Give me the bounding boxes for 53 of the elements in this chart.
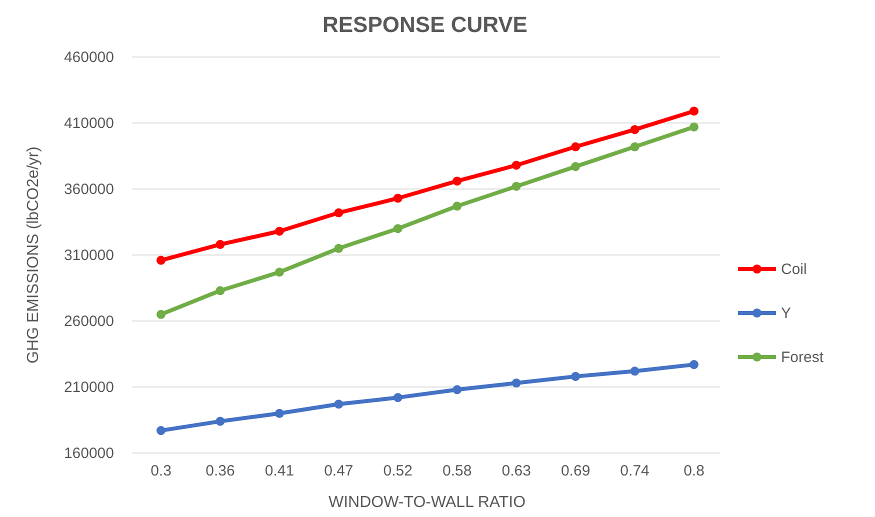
x-tick-label: 0.47 <box>324 462 354 480</box>
point <box>156 426 166 436</box>
point <box>393 194 402 203</box>
x-tick-label: 0.36 <box>206 462 235 480</box>
point <box>274 268 284 277</box>
point <box>452 385 462 394</box>
point <box>452 176 462 186</box>
point <box>274 408 284 418</box>
legend-label: Y <box>781 305 792 322</box>
point <box>216 416 225 426</box>
x-tick-label: 0.69 <box>560 462 590 480</box>
legend-label: Coil <box>781 261 807 278</box>
point <box>571 142 580 152</box>
point <box>512 182 521 191</box>
y-tick-label: 460000 <box>64 48 114 66</box>
point <box>512 160 521 170</box>
point <box>630 142 640 152</box>
x-tick-label: 0.74 <box>620 462 650 480</box>
point <box>689 122 699 132</box>
point <box>393 393 402 402</box>
point <box>393 224 402 234</box>
point <box>216 240 225 249</box>
point <box>156 256 166 265</box>
point <box>156 310 166 319</box>
y-axis-title: GHG EMISSIONS (lbCO2e/yr) <box>25 146 42 364</box>
y-tick-label: 360000 <box>64 180 114 198</box>
y-tick-label: 160000 <box>64 444 114 462</box>
y-tick-label: 410000 <box>64 114 114 132</box>
point <box>689 106 699 116</box>
legend-label: Forest <box>781 349 824 366</box>
x-tick-label: 0.58 <box>442 462 472 480</box>
point <box>334 208 344 218</box>
y-tick-label: 210000 <box>64 378 114 396</box>
chart-title: RESPONSE CURVE <box>322 12 528 37</box>
point <box>452 202 462 211</box>
x-tick-label: 0.63 <box>502 462 531 480</box>
point <box>689 360 699 370</box>
point <box>274 226 284 236</box>
point <box>512 378 521 388</box>
x-tick-label: 0.8 <box>684 462 704 480</box>
point <box>630 366 640 376</box>
x-axis-title: WINDOW-TO-WALL RATIO <box>328 494 526 511</box>
point <box>571 372 580 381</box>
point <box>571 162 580 172</box>
x-tick-label: 0.41 <box>264 462 294 480</box>
point <box>334 244 344 253</box>
y-tick-label: 310000 <box>64 246 114 264</box>
point <box>630 125 640 134</box>
point <box>216 286 225 296</box>
x-tick-label: 0.52 <box>383 462 412 480</box>
x-tick-label: 0.3 <box>150 462 172 480</box>
y-tick-label: 260000 <box>64 312 114 330</box>
point <box>334 400 344 409</box>
